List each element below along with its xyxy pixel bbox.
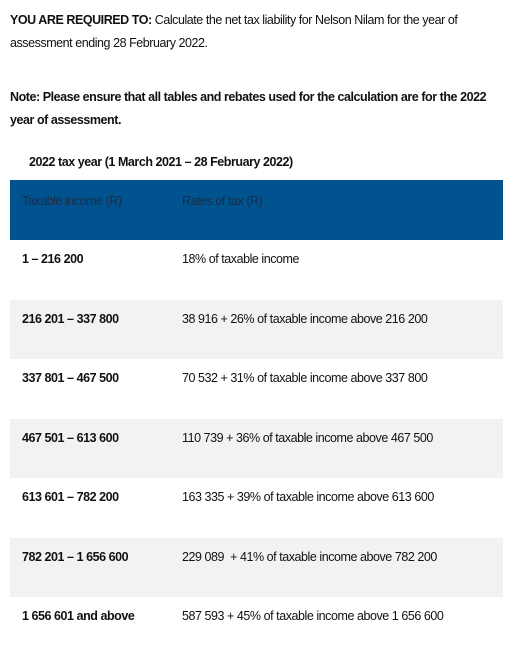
instruction-text: Calculate the net tax liability for Nels…	[10, 13, 458, 50]
tax-rate: 163 335 + 39% of taxable income above 61…	[182, 490, 434, 504]
table-row: 613 601 – 782 200 163 335 + 39% of taxabl…	[10, 478, 503, 538]
income-bracket: 613 601 – 782 200	[22, 490, 119, 504]
instruction-label: YOU ARE REQUIRED TO:	[10, 13, 152, 27]
tax-table: Taxable income (R) Rates of tax (R) 1 – …	[10, 180, 503, 657]
page: YOU ARE REQUIRED TO: Calculate the net t…	[10, 9, 503, 623]
tax-rate: 18% of taxable income	[182, 252, 300, 266]
tax-rate: 229 089 + 41% of taxable income above 78…	[182, 549, 437, 564]
table-row: 467 501 – 613 600 110 739 + 36% of taxabl…	[10, 418, 503, 478]
table-row: 782 201 – 1 656 600 229 089 + 41% of taxa…	[10, 537, 503, 597]
table-row: 216 201 – 337 800 38 916 + 26% of taxable…	[10, 299, 503, 359]
table-caption: 2022 tax year (1 March 2021 – 28 Februar…	[29, 155, 293, 169]
instruction: YOU ARE REQUIRED TO: Calculate the net t…	[10, 9, 502, 55]
income-bracket: 216 201 – 337 800	[22, 311, 119, 326]
tax-rate: 110 739 + 36% of taxable income above 46…	[182, 430, 433, 445]
note: Note: Please ensure that all tables and …	[10, 90, 487, 127]
tax-rate: 38 916 + 26% of taxable income above 216…	[182, 311, 428, 326]
header-cell: Taxable income (R)	[22, 194, 122, 208]
income-bracket: 337 801 – 467 500	[22, 371, 119, 385]
income-bracket: 467 501 – 613 600	[22, 430, 119, 445]
table-row: 337 801 – 467 500 70 532 + 31% of taxable…	[10, 359, 503, 419]
income-bracket: 1 656 601 and above	[22, 609, 135, 623]
header-cell: Rates of tax (R)	[182, 194, 263, 208]
table-row: 1 656 601 and above 587 593 + 45% of taxa…	[10, 597, 503, 657]
table-header: Taxable income (R) Rates of tax (R)	[10, 180, 503, 240]
table-row: 1 – 216 200 18% of taxable income	[10, 240, 503, 300]
income-bracket: 1 – 216 200	[22, 252, 84, 266]
tax-rate: 587 593 + 45% of taxable income above 1 …	[182, 609, 444, 623]
income-bracket: 782 201 – 1 656 600	[22, 549, 129, 564]
tax-rate: 70 532 + 31% of taxable income above 337…	[182, 371, 428, 385]
